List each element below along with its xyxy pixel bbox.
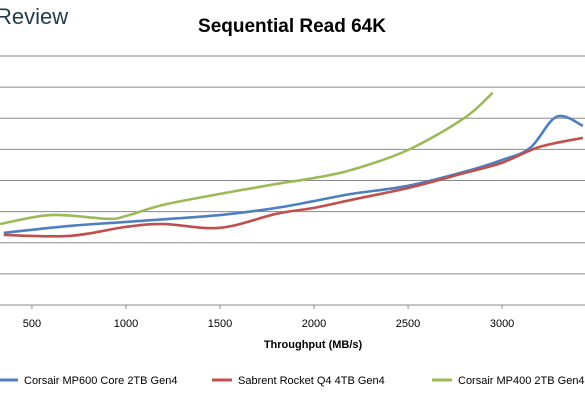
chart-title: Sequential Read 64K	[198, 16, 386, 37]
series-line	[3, 136, 584, 238]
x-tick-label: 500	[23, 318, 41, 330]
x-axis-label: Throughput (MB/s)	[264, 339, 363, 351]
x-tick-label: 2000	[302, 318, 326, 330]
x-tick-label: 1500	[208, 318, 232, 330]
x-tick-label: 2500	[396, 318, 420, 330]
logo: Review	[0, 4, 68, 29]
legend-label: Corsair MP400 2TB Gen4	[458, 375, 585, 387]
legend-label: Corsair MP600 Core 2TB Gen4	[24, 375, 177, 387]
legend-label: Sabrent Rocket Q4 4TB Gen4	[238, 375, 385, 387]
series-line	[0, 91, 494, 226]
x-tick-label: 1000	[114, 318, 138, 330]
series-line	[3, 114, 584, 235]
x-tick-label: 3000	[490, 318, 514, 330]
